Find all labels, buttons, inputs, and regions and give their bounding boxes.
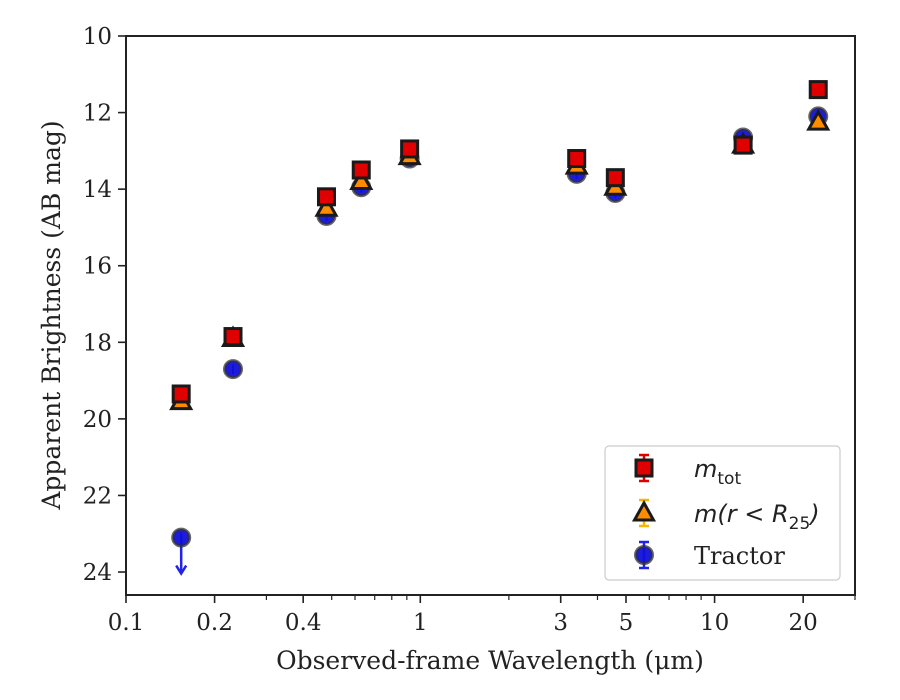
legend-label: m(r < R25) <box>694 500 820 534</box>
y-tick-label: 20 <box>83 407 112 433</box>
x-tick-label: 0.1 <box>108 610 145 636</box>
data-point-square <box>400 139 420 159</box>
data-point-square <box>223 327 243 347</box>
plot-frame <box>125 35 856 596</box>
legend-box <box>604 445 841 581</box>
x-tick-label: 20 <box>789 610 818 636</box>
series-square <box>171 80 828 404</box>
y-tick-label: 10 <box>83 24 112 50</box>
data-point-square <box>567 149 587 169</box>
data-point-circle <box>171 527 192 548</box>
data-point-square <box>316 187 336 207</box>
y-axis-title: Apparent Brightness (AB mag) <box>37 120 66 510</box>
upper-limit-arrowhead <box>175 564 188 576</box>
data-point-triangle <box>349 168 374 190</box>
y-tick-label: 16 <box>83 254 112 280</box>
data-point-square <box>171 384 191 404</box>
x-tick-label: 0.2 <box>196 610 233 636</box>
data-point-square <box>605 168 625 188</box>
x-tick-label: 3 <box>553 610 568 636</box>
x-tick-label: 0.4 <box>285 610 322 636</box>
legend-label: mtot <box>694 455 741 489</box>
data-point-square <box>808 80 828 100</box>
legend: mtot m(r < R25) Tractor <box>604 445 841 581</box>
x-tick-label: 5 <box>619 610 634 636</box>
x-tick-label: 1 <box>413 610 428 636</box>
data-point-triangle <box>806 109 831 131</box>
legend-marker-circle <box>634 545 654 565</box>
legend-label: Tractor <box>694 542 785 570</box>
legend-marker-triangle <box>631 499 657 522</box>
data-point-triangle <box>314 195 339 217</box>
y-tick-label: 18 <box>83 330 112 356</box>
y-tick-label: 14 <box>83 177 112 203</box>
y-tick-label: 24 <box>83 560 112 586</box>
x-tick-label: 10 <box>700 610 729 636</box>
series-triangle <box>169 109 831 411</box>
data-point-square <box>351 160 371 180</box>
y-tick-label: 12 <box>83 101 112 127</box>
legend-marker-square <box>634 458 654 478</box>
x-axis-title: Observed-frame Wavelength (μm) <box>276 646 704 675</box>
data-point-square <box>733 135 753 155</box>
data-point-circle <box>223 359 244 380</box>
y-tick-label: 22 <box>83 483 112 509</box>
